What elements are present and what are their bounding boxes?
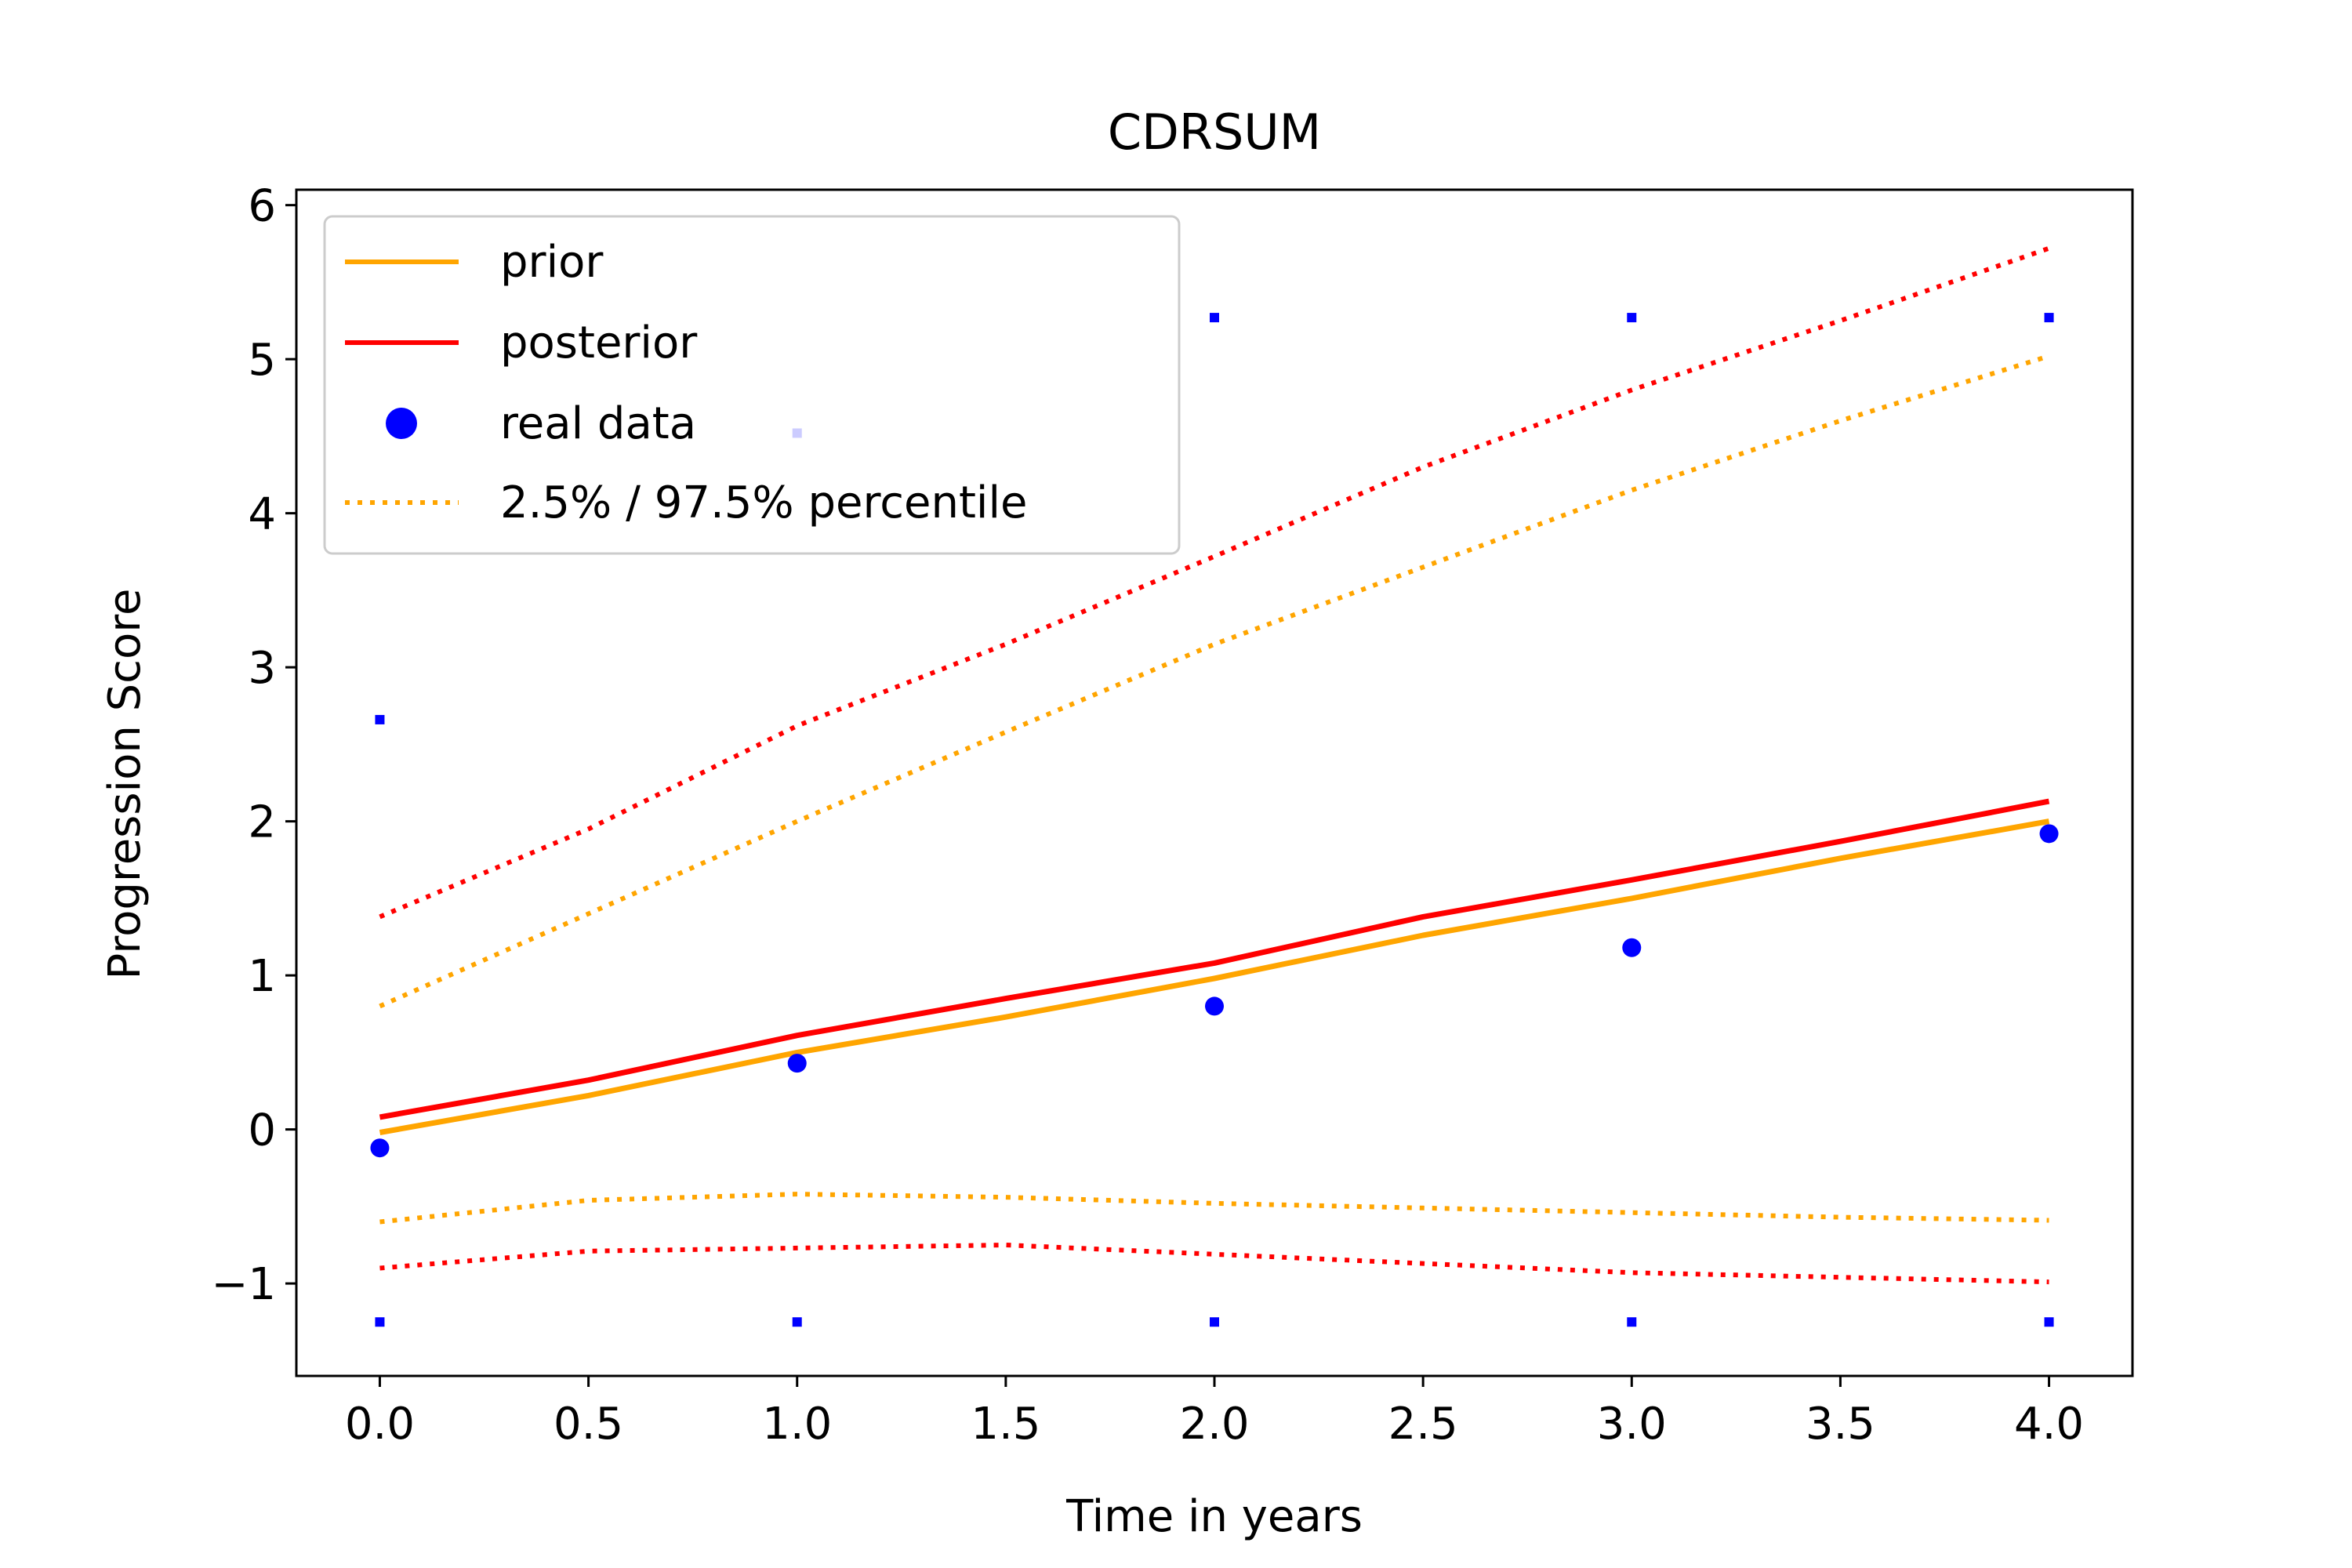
- data-extreme-marker-6: [1627, 313, 1637, 323]
- y-tick-label-0: −1: [211, 1259, 276, 1310]
- data-extreme-marker-1: [375, 1317, 385, 1327]
- series-line-4: [379, 1192, 2049, 1225]
- data-extreme-marker-9: [2044, 1317, 2054, 1327]
- legend-label-real-data: real data: [500, 398, 696, 449]
- x-axis: 0.0 0.5 1.0 1.5 2.0 2.5 3.0 3.5 4.0: [345, 1376, 2084, 1450]
- y-tick-label-7: 6: [248, 181, 276, 232]
- x-axis-label: Time in years: [1065, 1491, 1363, 1542]
- chart-title: CDRSUM: [1108, 103, 1321, 161]
- real-data-point-4: [2039, 824, 2059, 844]
- y-tick-label-4: 3: [248, 643, 276, 694]
- legend: prior posterior real data 2.5% / 97.5% p…: [323, 215, 1181, 555]
- x-tick-label-2: 1.0: [762, 1399, 832, 1450]
- x-tick-label-5: 2.5: [1388, 1399, 1458, 1450]
- real-data-point-1: [787, 1054, 807, 1073]
- x-tick-label-7: 3.5: [1806, 1399, 1875, 1450]
- data-extreme-marker-8: [2044, 313, 2054, 323]
- legend-swatch-real-data: [386, 408, 417, 439]
- y-tick-label-2: 1: [248, 951, 276, 1002]
- series-line-6: [379, 1243, 2049, 1285]
- data-extreme-marker-0: [375, 714, 385, 724]
- real-data-point-0: [370, 1138, 390, 1158]
- data-extreme-marker-5: [1210, 1317, 1219, 1327]
- x-tick-label-4: 2.0: [1179, 1399, 1249, 1450]
- y-tick-label-6: 5: [248, 335, 276, 386]
- plot-series: [379, 245, 2050, 1285]
- plot-markers: [370, 313, 2059, 1327]
- y-axis: −1 0 1 2 3 4 5 6: [211, 181, 296, 1310]
- legend-box: [323, 215, 1181, 555]
- series-line-5: [379, 245, 2050, 920]
- data-extreme-marker-3: [792, 1317, 802, 1327]
- legend-label-prior: prior: [500, 237, 604, 288]
- y-tick-label-5: 4: [248, 489, 276, 540]
- y-tick-label-1: 0: [248, 1105, 276, 1156]
- series-line-3: [379, 354, 2050, 1009]
- y-tick-label-3: 2: [248, 797, 276, 848]
- x-tick-label-1: 0.5: [554, 1399, 623, 1450]
- series-line-0: [379, 818, 2050, 1135]
- x-tick-label-3: 1.5: [971, 1399, 1040, 1450]
- legend-label-percentile: 2.5% / 97.5% percentile: [500, 477, 1028, 528]
- x-tick-label-6: 3.0: [1597, 1399, 1667, 1450]
- legend-label-posterior: posterior: [500, 318, 698, 368]
- data-extreme-marker-4: [1210, 313, 1219, 323]
- x-tick-label-0: 0.0: [345, 1399, 415, 1450]
- real-data-point-3: [1622, 938, 1642, 957]
- data-extreme-marker-7: [1627, 1317, 1637, 1327]
- x-tick-label-8: 4.0: [2014, 1399, 2084, 1450]
- real-data-point-2: [1205, 996, 1224, 1016]
- series-line-1: [379, 798, 2050, 1120]
- y-axis-label: Progression Score: [100, 589, 151, 980]
